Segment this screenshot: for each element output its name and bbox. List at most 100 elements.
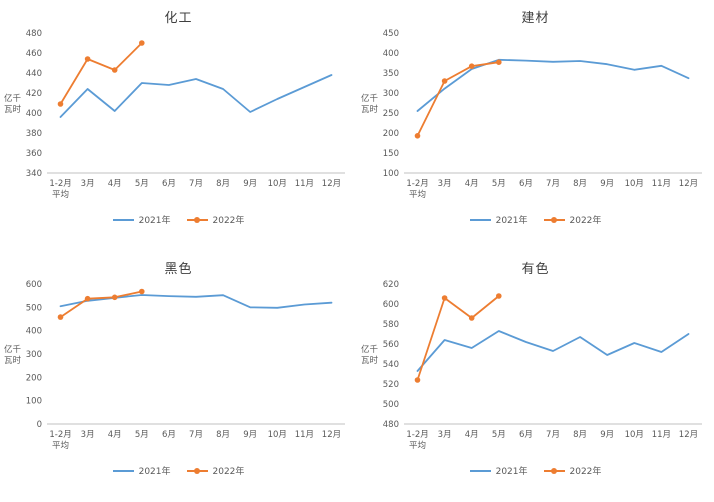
x-tick-label: 7月 [546, 179, 560, 189]
x-tick-label: 11月 [295, 430, 314, 440]
chart-legend-building-materials: 2021年 2022年 [469, 213, 601, 226]
y-axis-title: 瓦时 [361, 355, 379, 366]
legend-item-2022年: 2022年 [543, 213, 601, 226]
series-marker-2022年 [111, 294, 118, 301]
series-line-2021年 [416, 58, 690, 112]
chart-legend-nonferrous: 2021年 2022年 [469, 464, 602, 477]
x-tick-label: 11月 [295, 179, 314, 189]
x-tick-label: 平均 [52, 440, 69, 451]
y-tick-label: 300 [26, 350, 42, 360]
series-marker-2022年 [441, 78, 448, 84]
legend-line-swatch [186, 467, 208, 474]
series-marker-2022年 [139, 288, 145, 295]
chart-cell-ferrous: 黑色 600 500 400 300 200 100 0 亿千 瓦时 1-2月 平均 3月 4月 5月 6月… [0, 251, 357, 502]
legend-label: 2022年 [569, 467, 602, 477]
legend-label: 2022年 [212, 467, 245, 477]
x-tick-label: 9月 [243, 179, 257, 189]
series-line-2022年 [59, 42, 143, 105]
x-tick-label: 4月 [108, 430, 122, 440]
y-tick-label: 400 [26, 109, 42, 119]
y-tick-label: 340 [26, 169, 42, 179]
y-tick-label: 400 [383, 49, 399, 59]
legend-item-2021年: 2021年 [469, 213, 528, 226]
y-tick-label: 600 [383, 300, 399, 310]
x-tick-label: 4月 [108, 179, 122, 189]
legend-marker-dot [551, 467, 557, 474]
legend-item-2021年: 2021年 [469, 464, 528, 477]
series-marker-2022年 [414, 377, 421, 383]
y-tick-label: 580 [383, 320, 399, 330]
series-marker-2022年 [84, 295, 91, 302]
series-marker-2022年 [468, 315, 475, 321]
legend-line-swatch [543, 216, 565, 223]
series-marker-2022年 [414, 133, 421, 139]
y-tick-label: 500 [383, 400, 399, 410]
legend-label: 2021年 [495, 216, 528, 226]
chart-legend-chemical: 2021年 2022年 [112, 213, 244, 226]
legend-line-swatch [543, 467, 565, 474]
y-tick-label: 300 [383, 89, 399, 99]
y-tick-label: 200 [26, 373, 42, 383]
y-tick-label: 450 [383, 29, 399, 39]
chart-title-ferrous: 黑色 [164, 262, 193, 277]
series-line-2021年 [59, 74, 333, 118]
y-tick-label: 100 [383, 169, 399, 179]
x-tick-label: 3月 [81, 179, 95, 189]
x-tick-label: 10月 [625, 179, 644, 189]
y-axis-title: 瓦时 [4, 355, 22, 366]
legend-line-swatch [112, 469, 134, 472]
x-tick-label: 10月 [268, 179, 287, 189]
chart-title-nonferrous: 有色 [521, 262, 550, 277]
x-tick-label: 12月 [679, 430, 698, 440]
series-marker-2022年 [139, 40, 145, 46]
y-tick-label: 520 [383, 380, 399, 390]
y-tick-label: 360 [26, 149, 42, 159]
legend-label: 2021年 [495, 467, 528, 477]
legend-item-2021年: 2021年 [112, 213, 171, 226]
series-marker-2022年 [496, 59, 502, 65]
y-tick-label: 400 [26, 327, 42, 337]
x-tick-label: 12月 [679, 179, 698, 189]
legend-label: 2021年 [138, 216, 171, 226]
x-tick-label: 平均 [409, 440, 426, 451]
y-tick-label: 460 [26, 49, 42, 59]
x-tick-label: 9月 [243, 430, 257, 440]
legend-item-2022年: 2022年 [543, 464, 602, 477]
x-tick-label: 1-2月 [406, 179, 428, 189]
x-tick-label: 7月 [546, 430, 560, 440]
x-tick-label: 8月 [216, 179, 230, 189]
y-tick-label: 440 [26, 69, 42, 79]
series-line-2021年 [59, 294, 333, 309]
x-tick-label: 3月 [438, 179, 452, 189]
legend-label: 2021年 [138, 467, 171, 477]
series-marker-2022年 [496, 293, 502, 299]
legend-line-swatch [112, 218, 134, 221]
x-tick-label: 平均 [52, 189, 69, 200]
x-tick-label: 11月 [652, 179, 671, 189]
chart-cell-nonferrous: 有色 620 600 580 560 540 520 500 480 亿千 瓦时 1-2月 平均 3月 4… [357, 251, 714, 502]
y-axis-title: 亿千 [4, 93, 22, 104]
chart-cell-building-materials: 建材 450 400 350 300 250 200 150 100 亿千 瓦时 1-2月 平均 3月 4… [357, 0, 714, 251]
series-line-2022年 [59, 290, 143, 318]
x-tick-label: 平均 [409, 189, 426, 200]
legend-item-2022年: 2022年 [186, 464, 245, 477]
x-tick-label: 6月 [519, 430, 533, 440]
y-axis-title: 亿千 [4, 344, 22, 355]
series-line-2022年 [416, 295, 500, 381]
legend-line-swatch [186, 216, 208, 223]
y-tick-label: 540 [383, 360, 399, 370]
series-line-2021年 [416, 330, 690, 372]
series-marker-2022年 [441, 295, 448, 301]
series-marker-2022年 [57, 314, 64, 320]
y-tick-label: 600 [26, 280, 42, 290]
x-tick-label: 12月 [322, 179, 341, 189]
y-axis-title: 亿千 [361, 344, 379, 355]
y-tick-label: 500 [26, 303, 42, 313]
y-tick-label: 560 [383, 340, 399, 350]
x-tick-label: 5月 [135, 430, 149, 440]
x-tick-label: 5月 [492, 179, 506, 189]
